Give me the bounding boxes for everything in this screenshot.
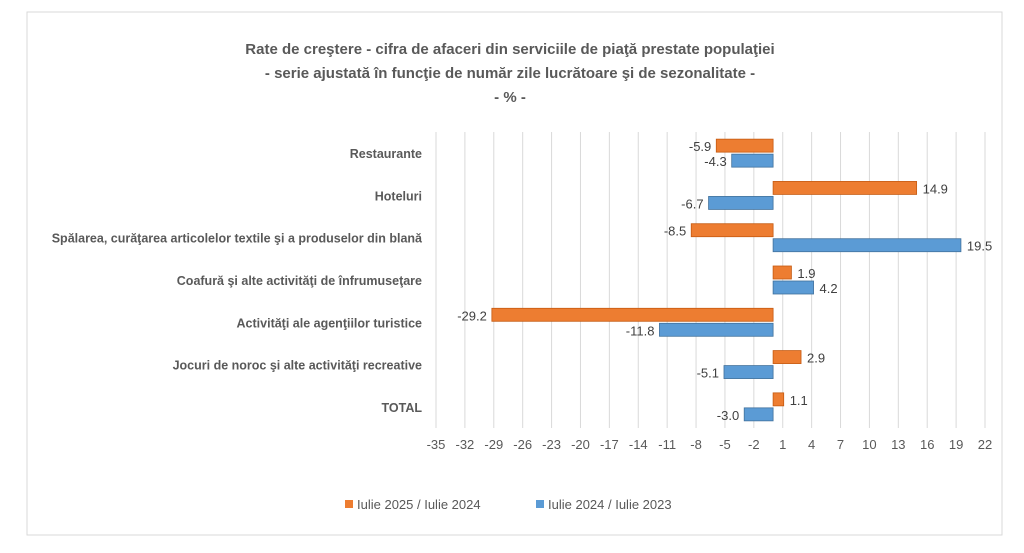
x-tick-label: -35	[427, 437, 446, 452]
bar-2025	[772, 350, 802, 364]
category-label: Hoteluri	[375, 189, 422, 203]
data-label: 4.2	[820, 281, 838, 296]
x-tick-label: -2	[748, 437, 760, 452]
bar-2024	[743, 407, 774, 422]
chart-frame	[26, 11, 1003, 536]
x-tick-label: -23	[542, 437, 561, 452]
x-tick-label: 1	[779, 437, 786, 452]
data-label: -8.5	[664, 224, 686, 239]
category-label: Spălarea, curăţarea articolelor textile …	[52, 232, 423, 246]
bar-2024	[723, 365, 774, 379]
x-tick-label: -20	[571, 437, 590, 452]
data-label: 19.5	[967, 239, 992, 254]
x-tick-label: 22	[978, 437, 992, 452]
bar-2025	[491, 307, 774, 322]
data-label: -4.3	[704, 154, 726, 169]
data-label: 1.9	[797, 266, 815, 281]
x-tick-label: -32	[455, 437, 474, 452]
data-label: -6.7	[681, 196, 703, 211]
title-line-3: - % -	[494, 89, 526, 106]
bar-2025	[772, 265, 792, 280]
x-tick-label: 4	[808, 437, 815, 452]
x-tick-label: -11	[658, 437, 676, 452]
x-tick-label: 7	[837, 437, 844, 452]
bar-2025	[690, 223, 774, 238]
data-label: -5.9	[689, 139, 711, 154]
legend-label: Iulie 2025 / Iulie 2024	[357, 497, 481, 512]
x-tick-label: 10	[862, 437, 876, 452]
bar-2025	[772, 181, 918, 195]
data-label: -5.1	[697, 366, 719, 381]
data-label: -11.8	[626, 323, 655, 338]
category-label: TOTAL	[381, 401, 422, 415]
x-tick-label: -26	[513, 437, 532, 452]
x-tick-label: -17	[600, 437, 619, 452]
bar-2024	[772, 238, 962, 253]
x-tick-label: 16	[920, 437, 934, 452]
bar-2025	[715, 138, 774, 153]
data-label: 1.1	[790, 393, 808, 408]
data-label: -29.2	[457, 308, 487, 323]
x-tick-label: -5	[719, 437, 731, 452]
bar-2024	[772, 280, 814, 295]
data-label: 2.9	[807, 351, 825, 366]
category-label: Activităţi ale agenţiilor turistice	[237, 316, 423, 330]
bar-2025	[772, 392, 785, 407]
data-label: -3.0	[717, 408, 739, 423]
chart-title: Rate de creştere - cifra de afaceri din …	[245, 41, 774, 106]
data-label: 14.9	[923, 181, 948, 196]
bar-2024	[731, 153, 774, 168]
x-tick-label: 13	[891, 437, 905, 452]
bar-2024	[659, 322, 774, 337]
category-label: Restaurante	[350, 147, 422, 161]
x-tick-label: -8	[690, 437, 702, 452]
title-line-1: Rate de creştere - cifra de afaceri din …	[245, 41, 774, 58]
bar-2024	[708, 196, 774, 210]
title-line-2: - serie ajustată în funcţie de număr zil…	[265, 65, 755, 82]
x-tick-label: -14	[629, 437, 648, 452]
x-tick-label: -29	[484, 437, 503, 452]
legend-swatch	[345, 500, 353, 508]
legend-swatch	[536, 500, 544, 508]
category-label: Coafură şi alte activităţi de înfrumuseţ…	[177, 274, 422, 288]
category-label: Jocuri de noroc şi alte activităţi recre…	[173, 359, 422, 373]
legend-label: Iulie 2024 / Iulie 2023	[548, 497, 672, 512]
x-tick-label: 19	[949, 437, 963, 452]
